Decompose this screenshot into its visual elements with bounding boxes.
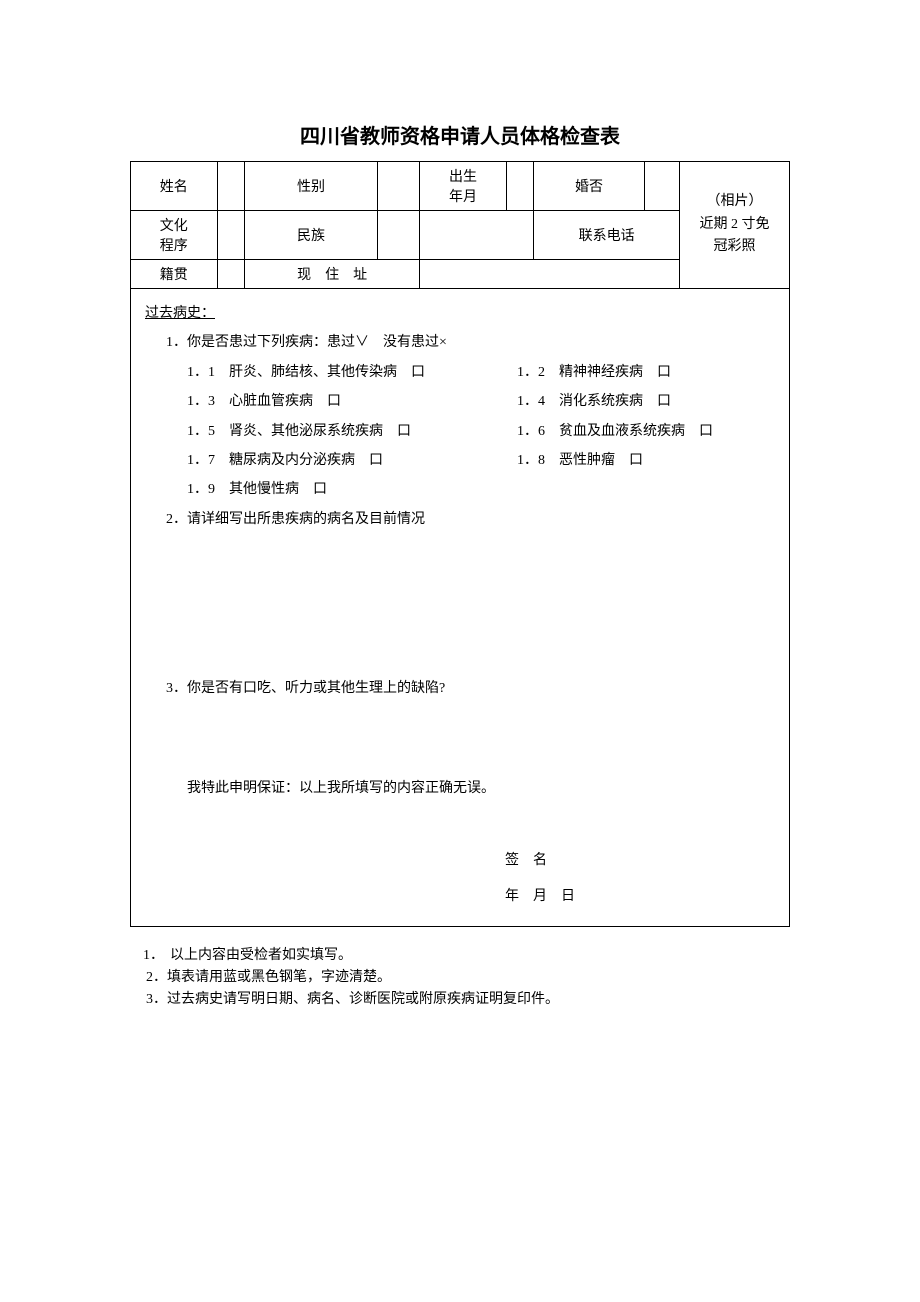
- disease-1-8[interactable]: 1．8 恶性肿瘤 口: [517, 446, 643, 475]
- q2-answer-space[interactable]: [145, 534, 775, 674]
- origin-label: 籍贯: [131, 260, 218, 289]
- disease-1-7[interactable]: 1．7 糖尿病及内分泌疾病 口: [187, 446, 517, 475]
- page-title: 四川省教师资格申请人员体格检查表: [130, 120, 790, 149]
- dob-label: 出生 年月: [420, 162, 507, 211]
- phone-label: 联系电话: [534, 211, 680, 260]
- q1-label: 1．你是否患过下列疾病：患过∨ 没有患过×: [145, 328, 775, 357]
- notes-section: 1． 以上内容由受检者如实填写。 2．填表请用蓝或黑色钢笔，字迹清楚。 3．过去…: [130, 945, 790, 1012]
- q2-label: 2．请详细写出所患疾病的病名及目前情况: [145, 505, 775, 534]
- gender-label: 性别: [244, 162, 377, 211]
- marital-label: 婚否: [534, 162, 645, 211]
- history-section-label: 过去病史：: [145, 299, 775, 328]
- medical-history-cell: 过去病史： 1．你是否患过下列疾病：患过∨ 没有患过× 1．1 肝炎、肺结核、其…: [131, 289, 790, 927]
- ethnic-label: 民族: [244, 211, 377, 260]
- note-2: 2．填表请用蓝或黑色钢笔，字迹清楚。: [130, 967, 790, 989]
- note-3: 3．过去病史请写明日期、病名、诊断医院或附原疾病证明复印件。: [130, 989, 790, 1011]
- q3-answer-space[interactable]: [145, 704, 775, 774]
- disease-1-4[interactable]: 1．4 消化系统疾病 口: [517, 387, 671, 416]
- edu-label: 文化 程序: [131, 211, 218, 260]
- q3-label: 3．你是否有口吃、听力或其他生理上的缺陷?: [145, 674, 775, 703]
- marital-value[interactable]: [644, 162, 679, 211]
- disease-1-2[interactable]: 1．2 精神神经疾病 口: [517, 358, 671, 387]
- blank-cell-1: [420, 211, 534, 260]
- signature-area: 签 名 年 月 日: [145, 843, 775, 916]
- disease-1-9[interactable]: 1．9 其他慢性病 口: [145, 475, 775, 504]
- note-1-num: 1．: [130, 945, 170, 967]
- origin-value[interactable]: [217, 260, 244, 289]
- dob-value[interactable]: [506, 162, 533, 211]
- signature-label[interactable]: 签 名: [505, 843, 775, 879]
- address-label: 现 住 址: [244, 260, 419, 289]
- address-value[interactable]: [420, 260, 680, 289]
- medical-history-row: 过去病史： 1．你是否患过下列疾病：患过∨ 没有患过× 1．1 肝炎、肺结核、其…: [131, 289, 790, 927]
- ethnic-value[interactable]: [378, 211, 420, 260]
- gender-value[interactable]: [378, 162, 420, 211]
- declaration: 我特此申明保证：以上我所填写的内容正确无误。: [145, 774, 775, 803]
- disease-1-1[interactable]: 1．1 肝炎、肺结核、其他传染病 口: [187, 358, 517, 387]
- disease-row-3: 1．5 肾炎、其他泌尿系统疾病 口 1．6 贫血及血液系统疾病 口: [145, 417, 775, 446]
- disease-1-6[interactable]: 1．6 贫血及血液系统疾病 口: [517, 417, 713, 446]
- note-1: 1． 以上内容由受检者如实填写。: [130, 945, 790, 967]
- disease-row-2: 1．3 心脏血管疾病 口 1．4 消化系统疾病 口: [145, 387, 775, 416]
- form-table: 姓名 性别 出生 年月 婚否 （相片） 近期 2 寸免 冠彩照 文化 程序 民族…: [130, 161, 790, 927]
- edu-value[interactable]: [217, 211, 244, 260]
- disease-1-5[interactable]: 1．5 肾炎、其他泌尿系统疾病 口: [187, 417, 517, 446]
- photo-cell: （相片） 近期 2 寸免 冠彩照: [680, 162, 790, 289]
- disease-row-4: 1．7 糖尿病及内分泌疾病 口 1．8 恶性肿瘤 口: [145, 446, 775, 475]
- header-row-1: 姓名 性别 出生 年月 婚否 （相片） 近期 2 寸免 冠彩照: [131, 162, 790, 211]
- date-label[interactable]: 年 月 日: [505, 879, 775, 915]
- disease-1-3[interactable]: 1．3 心脏血管疾病 口: [187, 387, 517, 416]
- disease-row-1: 1．1 肝炎、肺结核、其他传染病 口 1．2 精神神经疾病 口: [145, 358, 775, 387]
- name-value[interactable]: [217, 162, 244, 211]
- note-1-text: 以上内容由受检者如实填写。: [170, 945, 352, 967]
- name-label: 姓名: [131, 162, 218, 211]
